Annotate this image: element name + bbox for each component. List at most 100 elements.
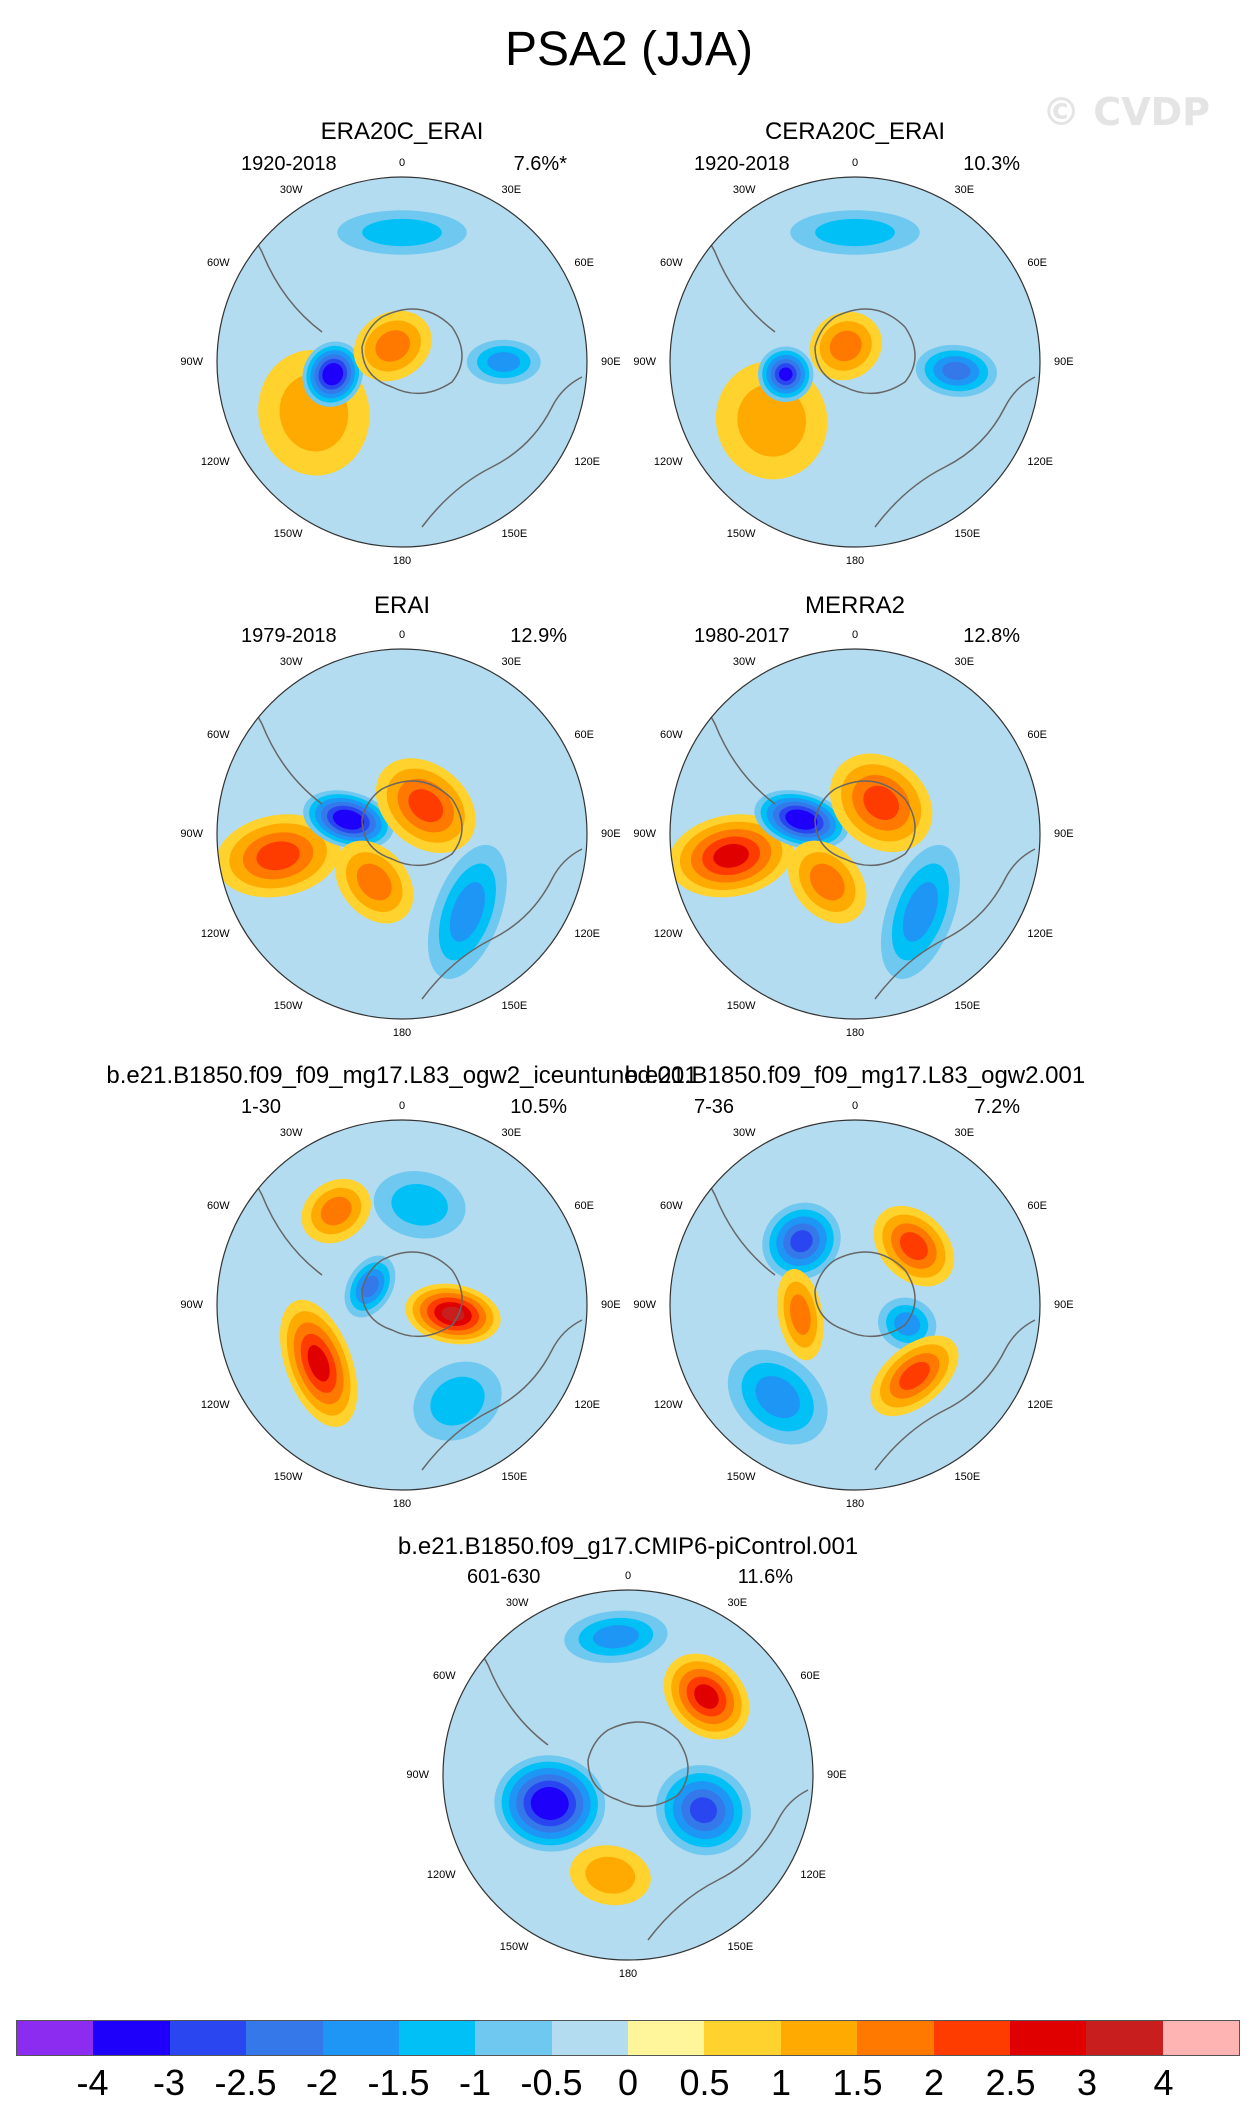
anomaly-contour [789, 1294, 811, 1335]
panel-title: b.e21.B1850.f09_g17.CMIP6-piControl.001 [397, 1533, 859, 1560]
longitude-label: 90W [633, 1299, 656, 1311]
colorbar-tick-label: -2.5 [214, 2062, 277, 2103]
coastline [361, 1251, 463, 1338]
anomaly-contour [899, 1232, 928, 1261]
colorbar-swatch [475, 2021, 552, 2055]
anomaly-contour [585, 1856, 636, 1894]
longitude-label: 90E [601, 356, 621, 368]
colorbar-tick-label: 2.5 [985, 2062, 1036, 2103]
coastline [814, 1251, 916, 1338]
colorbar [16, 2020, 1240, 2056]
anomaly-contour [790, 1230, 813, 1253]
longitude-label: 150E [954, 1000, 981, 1013]
anomaly-contour [375, 330, 411, 362]
anomaly-contour [899, 1361, 930, 1390]
longitude-label: 150E [727, 1941, 754, 1954]
longitude-label: 0 [398, 1100, 406, 1112]
anomaly-contour [408, 789, 444, 823]
longitude-label: 60E [1027, 1199, 1047, 1212]
map-border [216, 176, 588, 548]
anomaly-contour [755, 1376, 800, 1419]
anomaly-contour [863, 785, 899, 820]
longitude-label: 0 [851, 157, 859, 169]
longitude-label: 180 [392, 1027, 412, 1039]
colorbar-swatch [17, 2021, 94, 2055]
panel-years: 1920-2018 [694, 153, 790, 175]
panel-variance-pct: 10.3% [963, 153, 1020, 175]
colorbar-tick-label: 1.5 [832, 2062, 883, 2103]
longitude-label: 60W [433, 1669, 456, 1682]
longitude-label: 30E [501, 655, 522, 668]
longitude-label: 120E [574, 927, 601, 940]
polar-map [216, 1119, 588, 1491]
longitude-label: 90W [180, 356, 203, 368]
anomaly-contour [326, 367, 340, 382]
colorbar-tick-label: -3 [152, 2062, 186, 2103]
map-border [216, 648, 588, 1020]
longitude-label: 30W [732, 655, 756, 668]
colorbar-tick-label: 2 [923, 2062, 945, 2103]
longitude-label: 180 [845, 1498, 865, 1510]
colorbar-tick-label: -1.5 [367, 2062, 430, 2103]
polar-map [442, 1589, 814, 1961]
longitude-label: 30W [279, 655, 303, 668]
panel-years: 1979-2018 [241, 625, 337, 647]
polar-map [669, 176, 1041, 548]
anomaly-contour [809, 863, 845, 901]
panel-years: 1-30 [241, 1096, 282, 1118]
anomaly-contour [592, 1625, 639, 1649]
panel-variance-pct: 10.5% [510, 1096, 567, 1118]
anomaly-contour [894, 1312, 921, 1336]
longitude-label: 90E [1054, 1299, 1074, 1311]
longitude-label: 90E [1054, 828, 1074, 840]
longitude-label: 120W [653, 1398, 683, 1411]
longitude-label: 150E [954, 1471, 981, 1484]
map-border [669, 1119, 1041, 1491]
anomaly-contour [320, 1196, 352, 1226]
longitude-label: 30W [279, 1126, 303, 1139]
colorbar-swatch [169, 2021, 247, 2055]
longitude-label: 30E [727, 1596, 748, 1609]
coastline [361, 308, 463, 395]
longitude-label: 120E [1027, 927, 1054, 940]
anomaly-contour [902, 882, 938, 942]
longitude-label: 90W [633, 828, 656, 840]
longitude-label: 150W [273, 1471, 303, 1484]
longitude-label: 0 [851, 1100, 859, 1112]
coastline [814, 780, 916, 867]
colorbar-swatch [933, 2021, 1010, 2055]
anomaly-contour [713, 843, 749, 868]
longitude-label: 30E [501, 1126, 522, 1139]
colorbar-swatch [398, 2021, 476, 2055]
polar-map [216, 648, 588, 1020]
colorbar-swatch [628, 2021, 705, 2055]
longitude-label: 180 [845, 1027, 865, 1039]
anomaly-contour [538, 1793, 562, 1814]
anomaly-contour [307, 1345, 330, 1382]
longitude-label: 90E [1054, 356, 1074, 368]
longitude-label: 90W [406, 1769, 429, 1781]
panel-title: MERRA2 [804, 592, 906, 619]
longitude-label: 180 [392, 1498, 412, 1510]
longitude-label: 120W [200, 455, 230, 468]
colorbar-tick-label: 4 [1153, 2062, 1174, 2103]
colorbar-swatch [704, 2021, 781, 2055]
panel-years: 1920-2018 [241, 153, 337, 175]
polar-map [669, 648, 1041, 1020]
anomaly-contour [356, 863, 392, 901]
panel-variance-pct: 7.6%* [513, 153, 567, 175]
longitude-label: 180 [618, 1968, 638, 1980]
longitude-label: 150E [501, 528, 528, 541]
longitude-label: 120E [800, 1868, 827, 1881]
colorbar-tick-label: -2 [305, 2062, 339, 2103]
map-border [216, 1119, 588, 1491]
colorbar-tick-label: 3 [1076, 2062, 1098, 2103]
longitude-label: 150E [501, 1000, 528, 1013]
coastline [874, 848, 1036, 1000]
coastline [647, 1789, 809, 1941]
longitude-label: 90E [827, 1769, 847, 1781]
longitude-label: 30E [954, 1126, 975, 1139]
longitude-label: 60E [1027, 728, 1047, 741]
figure-title: PSA2 (JJA) [504, 23, 754, 76]
anomaly-contour [430, 1376, 485, 1426]
